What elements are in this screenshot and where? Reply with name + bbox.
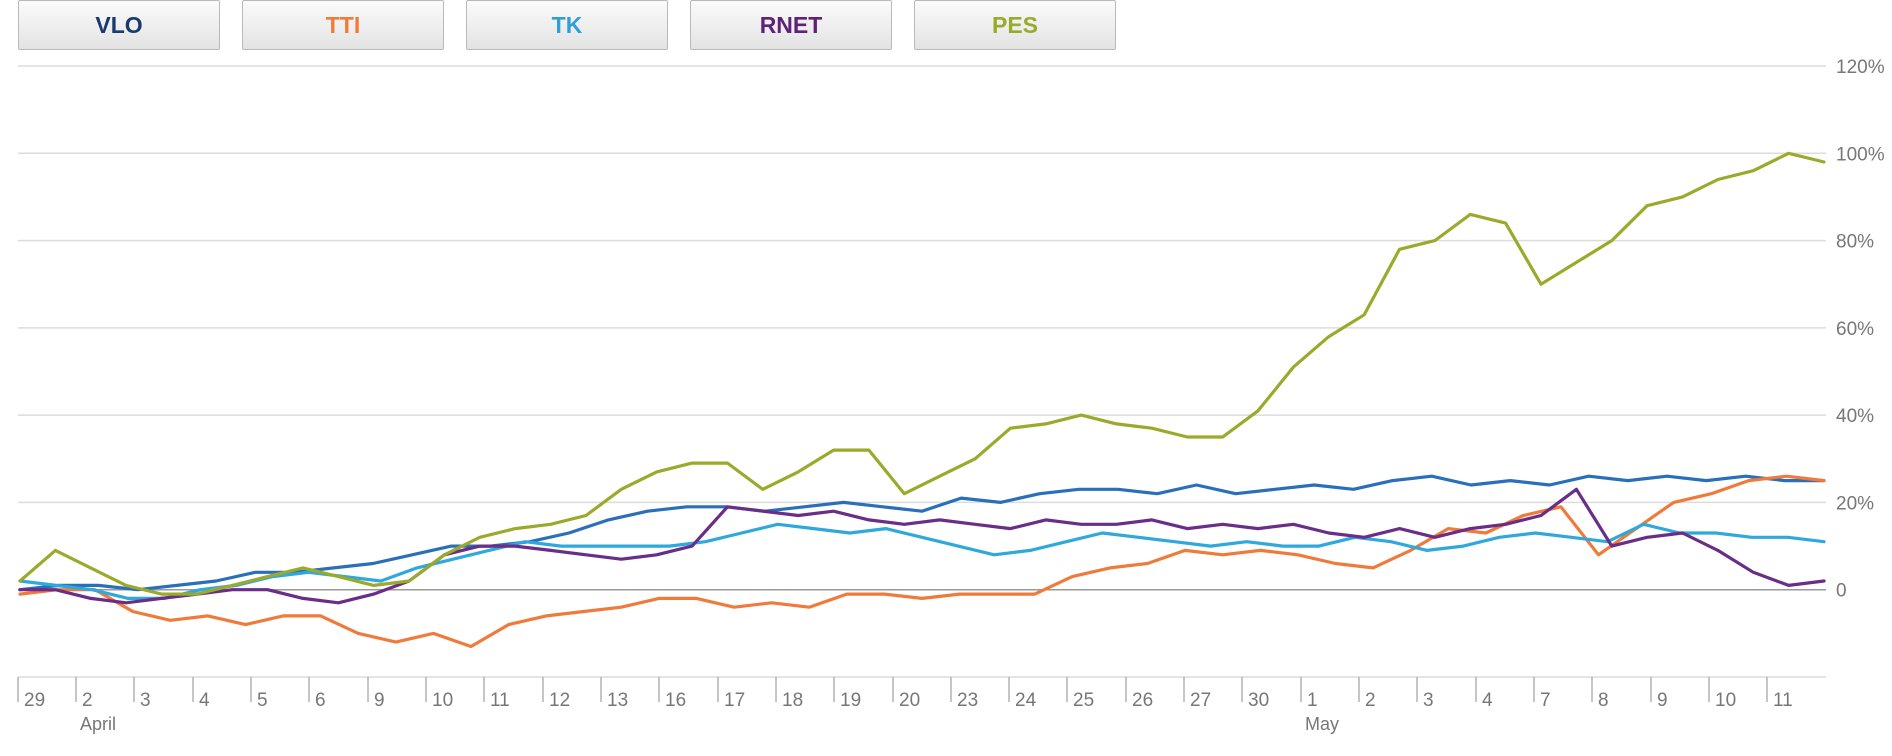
x-tick-label: 27 — [1190, 690, 1211, 711]
x-tick-label: 7 — [1540, 690, 1551, 711]
x-tick-label: 24 — [1015, 690, 1037, 711]
series-line-rnet — [18, 487, 1826, 605]
x-tick-label: 29 — [24, 690, 45, 711]
x-axis-labels: 29 2 3 4 5 6 9 10 11 12 13 16 17 18 19 20 23 24 25 26 27 30 1 2… — [17, 677, 1793, 734]
y-tick-label: 120% — [1836, 57, 1885, 78]
ticker-button-tk[interactable]: TK — [466, 0, 668, 50]
ticker-button-pes[interactable]: PES — [914, 0, 1116, 50]
x-tick-label: 17 — [724, 690, 745, 711]
x-tick-label: 23 — [957, 690, 978, 711]
ticker-button-rnet[interactable]: RNET — [690, 0, 892, 50]
x-tick-label: 6 — [315, 690, 326, 711]
x-tick-label: 26 — [1132, 690, 1153, 711]
month-label: April — [80, 714, 116, 734]
month-label: May — [1305, 714, 1339, 734]
x-tick-label: 5 — [257, 690, 268, 711]
x-tick-label: 10 — [1715, 690, 1736, 711]
x-tick-label: 18 — [782, 690, 803, 711]
x-tick-label: 13 — [607, 690, 628, 711]
series-line-tk — [18, 522, 1826, 601]
y-tick-label: 20% — [1836, 493, 1874, 514]
x-tick-label: 20 — [899, 690, 920, 711]
x-tick-label: 8 — [1598, 690, 1609, 711]
x-tick-label: 4 — [1482, 690, 1493, 711]
y-tick-label: 40% — [1836, 406, 1874, 427]
x-tick-label: 4 — [199, 690, 210, 711]
grid-layer — [18, 65, 1826, 678]
x-tick-label: 9 — [1657, 690, 1668, 711]
x-tick-label: 11 — [490, 690, 510, 711]
series-line-tti — [18, 474, 1826, 649]
y-tick-label: 60% — [1836, 319, 1874, 340]
x-tick-label: 12 — [549, 690, 570, 711]
x-tick-label: 1 — [1307, 690, 1318, 711]
y-tick-label: 80% — [1836, 232, 1874, 253]
x-tick-label: 2 — [82, 690, 93, 711]
ticker-button-tti[interactable]: TTI — [242, 0, 444, 50]
y-axis-labels: 120% 100% 80% 60% 40% 20% 0 — [1836, 57, 1885, 602]
x-tick-label: 25 — [1073, 690, 1094, 711]
x-tick-label: 30 — [1248, 690, 1269, 711]
x-tick-label: 16 — [665, 690, 686, 711]
series-line-pes — [18, 151, 1826, 596]
x-tick-label: 9 — [374, 690, 385, 711]
y-tick-label: 0 — [1836, 581, 1847, 602]
x-tick-label: 10 — [432, 690, 453, 711]
ticker-button-vlo[interactable]: VLO — [18, 0, 220, 50]
x-tick-label: 3 — [1423, 690, 1434, 711]
series-layer — [18, 151, 1826, 649]
x-tick-label: 2 — [1365, 690, 1376, 711]
y-tick-label: 100% — [1836, 144, 1885, 165]
x-tick-label: 19 — [840, 690, 861, 711]
x-tick-label: 11 — [1773, 690, 1793, 711]
series-line-vlo — [18, 474, 1826, 592]
x-tick-label: 3 — [140, 690, 151, 711]
